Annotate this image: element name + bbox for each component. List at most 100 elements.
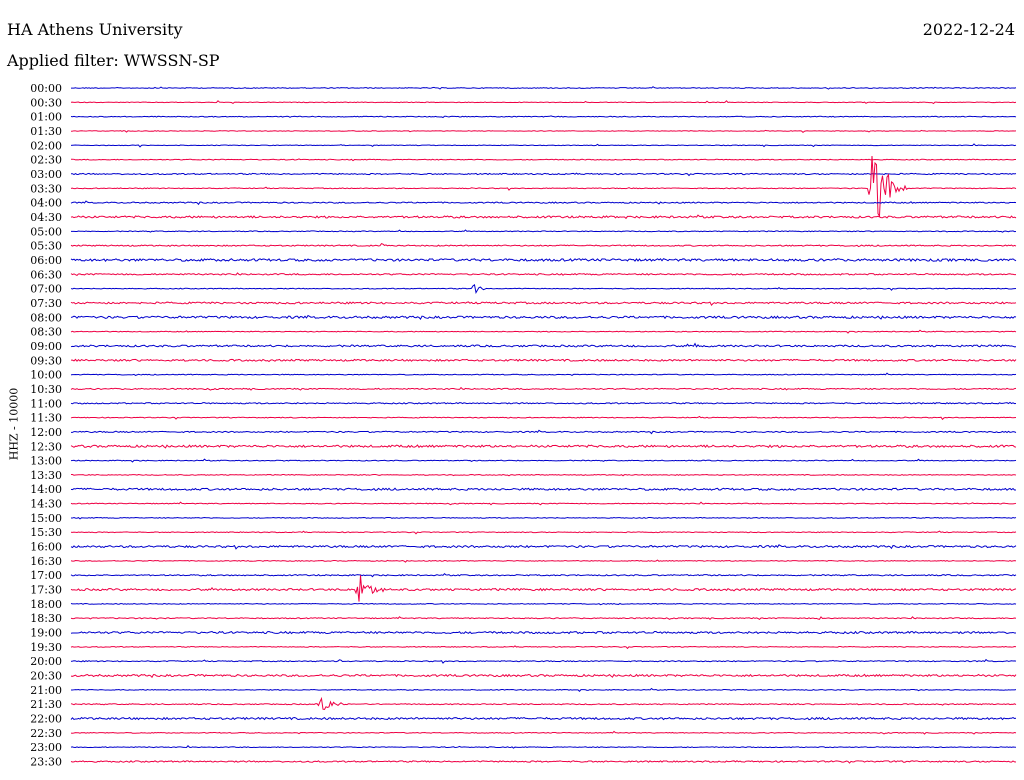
- trace-row: [70, 730, 1017, 735]
- trace-row: [70, 760, 1017, 764]
- row-time-label: 18:30: [30, 612, 62, 625]
- trace-row: [70, 559, 1017, 563]
- trace-row: [70, 544, 1017, 550]
- trace-row: [70, 616, 1017, 621]
- trace-row: [70, 284, 1017, 294]
- row-time-label: 16:30: [30, 555, 62, 568]
- trace-row: [70, 716, 1017, 721]
- trace-row: [70, 100, 1017, 105]
- row-time-label: 12:00: [30, 426, 62, 439]
- trace-row: [70, 487, 1017, 491]
- row-time-label: 21:00: [30, 684, 62, 697]
- date-label: 2022-12-24: [922, 20, 1015, 39]
- trace-row: [70, 158, 1017, 162]
- row-time-label: 07:00: [30, 283, 62, 296]
- trace-row: [70, 658, 1017, 664]
- row-time-label: 00:30: [30, 96, 62, 109]
- trace-row: [70, 243, 1017, 248]
- row-time-label: 14:00: [30, 483, 62, 496]
- row-time-label: 21:30: [30, 698, 62, 711]
- row-time-label: 09:00: [30, 340, 62, 353]
- trace-row: [70, 575, 1017, 602]
- trace-row: [70, 301, 1017, 307]
- trace-row: [70, 358, 1017, 363]
- trace-row: [70, 415, 1017, 421]
- row-time-label: 16:00: [30, 541, 62, 554]
- trace-row: [70, 530, 1017, 535]
- trace-row: [70, 429, 1017, 435]
- trace-row: [70, 200, 1017, 206]
- row-time-label: 19:00: [30, 627, 62, 640]
- trace-row: [70, 473, 1017, 477]
- row-time-label: 03:30: [30, 182, 62, 195]
- row-time-label: 17:30: [30, 584, 62, 597]
- trace-row: [70, 630, 1017, 635]
- station-title: HA Athens University: [7, 20, 183, 39]
- row-time-label: 02:00: [30, 139, 62, 152]
- row-time-label: 02:30: [30, 154, 62, 167]
- trace-row: [70, 172, 1017, 177]
- trace-row: [70, 687, 1017, 692]
- trace-row: [70, 129, 1017, 133]
- trace-row: [70, 143, 1017, 148]
- row-time-label: 19:30: [30, 641, 62, 654]
- row-time-label: 18:00: [30, 598, 62, 611]
- row-time-label: 08:30: [30, 326, 62, 339]
- row-time-label: 04:30: [30, 211, 62, 224]
- trace-row: [70, 115, 1017, 119]
- trace-row: [70, 314, 1017, 320]
- trace-row: [70, 444, 1017, 449]
- trace-row: [70, 401, 1017, 405]
- row-time-label: 11:00: [30, 397, 62, 410]
- row-time-label: 01:00: [30, 111, 62, 124]
- row-time-label: 11:30: [30, 412, 62, 425]
- row-time-label: 15:30: [30, 526, 62, 539]
- row-time-label: 22:30: [30, 727, 62, 740]
- row-time-label: 12:30: [30, 440, 62, 453]
- row-time-label: 10:00: [30, 369, 62, 382]
- trace-row: [70, 214, 1017, 220]
- row-time-label: 23:30: [30, 756, 62, 769]
- trace-row: [70, 673, 1017, 679]
- trace-row: [70, 342, 1017, 348]
- row-time-label: 05:30: [30, 240, 62, 253]
- row-time-label: 01:30: [30, 125, 62, 138]
- trace-row: [70, 602, 1017, 606]
- trace-row: [70, 258, 1017, 262]
- row-time-label: 14:30: [30, 498, 62, 511]
- trace-row: [70, 516, 1017, 520]
- row-time-label: 10:30: [30, 383, 62, 396]
- row-time-label: 06:30: [30, 268, 62, 281]
- row-time-label: 05:00: [30, 225, 62, 238]
- trace-row: [70, 229, 1017, 233]
- trace-row: [70, 86, 1017, 90]
- row-time-label: 09:30: [30, 354, 62, 367]
- row-time-label: 13:30: [30, 469, 62, 482]
- row-time-label: 04:00: [30, 197, 62, 210]
- trace-row: [70, 372, 1017, 376]
- row-time-label: 03:00: [30, 168, 62, 181]
- row-time-label: 00:00: [30, 82, 62, 95]
- trace-row: [70, 501, 1017, 506]
- trace-row: [70, 745, 1017, 749]
- row-time-label: 20:30: [30, 670, 62, 683]
- row-time-label: 08:00: [30, 311, 62, 324]
- trace-row: [70, 272, 1017, 277]
- trace-row: [70, 386, 1017, 391]
- trace-row: [70, 696, 1017, 711]
- trace-row: [70, 645, 1017, 650]
- row-time-label: 23:00: [30, 741, 62, 754]
- row-time-label: 13:00: [30, 455, 62, 468]
- filter-label: Applied filter: WWSSN-SP: [7, 51, 220, 70]
- trace-row: [70, 458, 1017, 463]
- row-time-label: 15:00: [30, 512, 62, 525]
- trace-row: [70, 573, 1017, 578]
- row-time-label: 17:00: [30, 569, 62, 582]
- trace-row: [70, 155, 1017, 218]
- row-time-label: 20:00: [30, 655, 62, 668]
- row-time-label: 07:30: [30, 297, 62, 310]
- row-time-label: 06:00: [30, 254, 62, 267]
- trace-row: [70, 329, 1017, 334]
- row-time-label: 22:00: [30, 713, 62, 726]
